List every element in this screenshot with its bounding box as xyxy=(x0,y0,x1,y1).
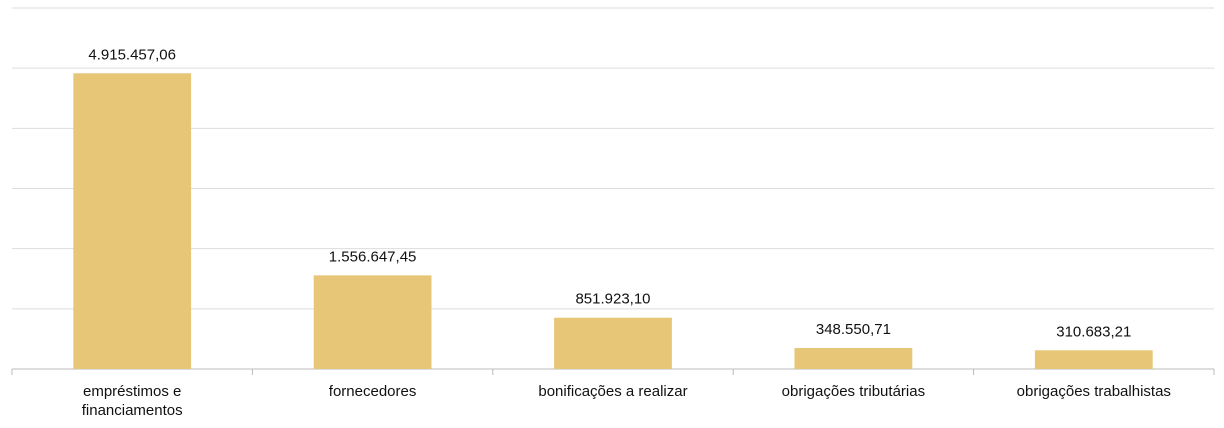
x-tick-label: obrigações trabalhistas xyxy=(1016,383,1171,400)
value-label: 310.683,21 xyxy=(1056,323,1131,340)
bar xyxy=(554,317,672,369)
x-tick-label: empréstimos e financiamentos xyxy=(81,383,183,419)
bar xyxy=(1034,350,1153,369)
value-label: 851.923,10 xyxy=(575,291,650,308)
bar xyxy=(794,348,913,369)
value-label: 348.550,71 xyxy=(816,321,891,338)
value-label: 1.556.647,45 xyxy=(329,248,417,265)
bar xyxy=(313,275,432,369)
bar xyxy=(73,73,192,370)
x-tick-label: bonificações a realizar xyxy=(538,383,688,400)
value-label: 4.915.457,06 xyxy=(88,46,176,63)
x-tick-label: obrigações tributárias xyxy=(781,383,926,400)
x-tick-label: fornecedores xyxy=(328,383,417,400)
